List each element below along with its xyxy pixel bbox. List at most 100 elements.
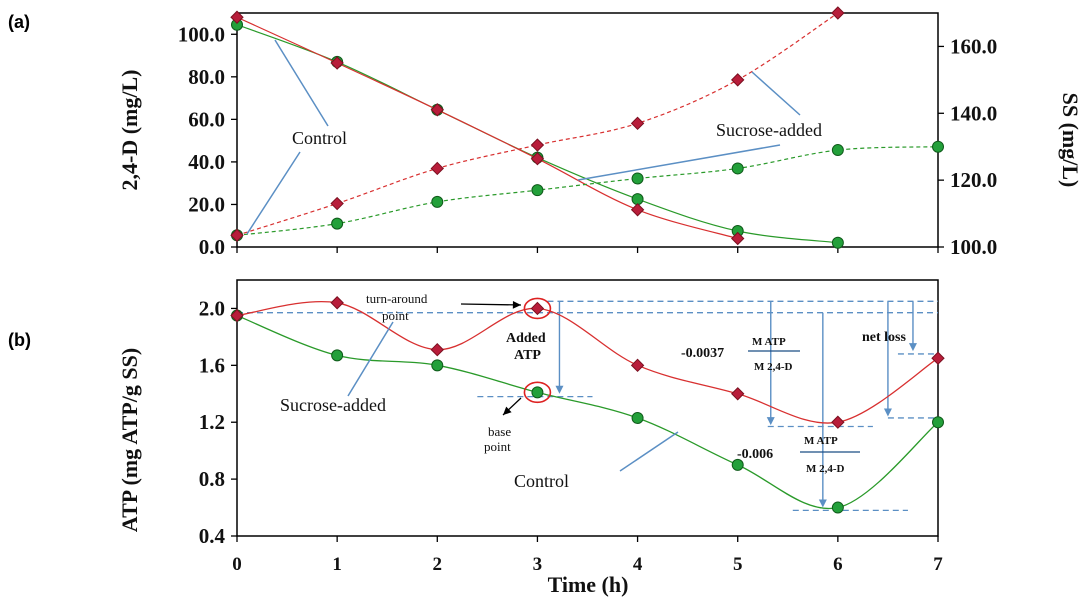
data-point-b-1-1 — [330, 296, 344, 310]
data-point-a-3-3 — [530, 138, 545, 152]
data-point-b-1-5 — [731, 387, 745, 401]
data-point-b-1-4 — [630, 358, 645, 373]
data-point-a-1-2 — [430, 103, 444, 117]
series-line-a-1 — [236, 16, 738, 240]
y-tick-label-b-4: 2.0 — [199, 296, 225, 320]
label-slope-sucrose: -0.0037 — [681, 346, 724, 361]
label-sucrose-b: Sucrose-added — [280, 395, 386, 415]
data-point-a-2-1 — [331, 217, 344, 230]
label-slope-control: -0.006 — [737, 447, 773, 462]
data-point-b-0-7 — [932, 416, 944, 429]
arrow-added-atp-head — [555, 385, 564, 394]
x-tick-label-7: 7 — [933, 554, 943, 575]
y-tick-label-b-2: 1.2 — [199, 410, 225, 434]
highlight-base-point — [523, 381, 552, 404]
pointer-sucrose-2 — [751, 71, 801, 116]
label-turn-around-1: turn-around — [366, 291, 428, 306]
pointer-sucrose-1 — [577, 144, 781, 181]
data-point-a-3-4 — [630, 116, 645, 131]
label-base-point-1: base — [488, 424, 511, 439]
pointer-turn-around — [460, 303, 522, 306]
annotations-b: turn-around point Added ATP base point S… — [280, 291, 907, 491]
data-point-b-0-1 — [331, 349, 344, 362]
data-point-a-2-6 — [831, 144, 844, 157]
label-added-atp-1: Added — [506, 331, 546, 346]
plot-frame-a — [236, 12, 939, 248]
x-tick-label-6: 6 — [833, 554, 843, 575]
y-tick-label-a-4: 80.0 — [188, 65, 225, 89]
data-point-a-0-6 — [831, 236, 844, 249]
y-tick-label-a-3: 60.0 — [188, 107, 225, 131]
x-tick-label-3: 3 — [533, 554, 543, 575]
label-control-b: Control — [514, 471, 569, 491]
data-point-a-3-2 — [430, 161, 444, 176]
label-added-atp-2: ATP — [514, 348, 541, 363]
label-net-loss: net loss — [862, 330, 907, 345]
data-point-a-3-6 — [831, 6, 845, 20]
panel-label-a: (a) — [8, 12, 30, 32]
data-point-a-1-4 — [630, 203, 645, 217]
frac-num-2: M ATP — [804, 435, 838, 447]
data-point-a-2-2 — [431, 195, 444, 208]
data-point-a-1-3 — [530, 152, 545, 166]
pointer-turn-around-head — [512, 300, 521, 309]
y-tick-label-a-0: 0.0 — [199, 235, 225, 259]
data-point-b-0-5 — [731, 458, 744, 471]
x-tick-label-5: 5 — [733, 554, 743, 575]
data-point-a-0-4 — [631, 193, 644, 206]
y2-tick-label-a-2: 140.0 — [950, 101, 997, 125]
y2-tick-label-a-1: 120.0 — [950, 168, 997, 192]
pointer-sucrose-b — [347, 321, 394, 397]
y-tick-label-b-1: 0.8 — [199, 467, 225, 491]
highlight-turn-around — [523, 297, 552, 320]
arrow-net-loss-a-head — [883, 408, 892, 417]
frac-den-2: M 2,4-D — [806, 463, 845, 475]
data-point-b-1-7 — [931, 351, 945, 365]
data-point-b-0-2 — [431, 359, 444, 372]
data-point-a-1-0 — [230, 10, 244, 24]
data-point-a-2-4 — [631, 172, 644, 185]
arrow-control-drop-head — [818, 499, 827, 508]
annotations-a: Control Sucrose-added — [246, 39, 822, 235]
data-point-a-1-1 — [330, 56, 344, 70]
data-point-a-3-5 — [731, 73, 745, 87]
frac-num-1: M ATP — [752, 336, 786, 348]
panel-label-b: (b) — [8, 330, 31, 350]
series-line-a-2 — [236, 146, 939, 236]
data-point-b-1-6 — [831, 415, 845, 429]
data-point-a-2-3 — [531, 184, 544, 197]
data-point-a-2-5 — [731, 162, 744, 175]
data-point-a-3-1 — [330, 196, 344, 211]
data-point-b-0-6 — [831, 501, 844, 514]
label-control-a: Control — [292, 128, 347, 148]
arrow-sucrose-drop-head — [766, 417, 775, 426]
data-point-a-3-0 — [230, 228, 244, 243]
pointer-control-2 — [246, 151, 301, 235]
data-point-b-1-0 — [230, 308, 244, 323]
data-point-b-0-4 — [631, 411, 644, 424]
data-point-a-2-7 — [932, 140, 944, 153]
x-tick-label-1: 1 — [332, 554, 342, 575]
plot-a: 0.0 20.0 40.0 60.0 80.0 100.0 100.0 120.0 140.0 1… — [178, 6, 997, 259]
pointer-control-b — [619, 431, 679, 472]
y-axis-label-b: ATP (mg ATP/g SS) — [117, 348, 142, 532]
y-axis-label-a: 2,4-D (mg/L) — [117, 70, 142, 191]
plot-b: 0.4 0.8 1.2 1.6 2.0 0 1 2 3 4 5 6 7 — [199, 279, 945, 575]
data-point-b-1-3 — [530, 301, 545, 316]
y-tick-label-a-1: 20.0 — [188, 192, 225, 216]
y-tick-label-b-0: 0.4 — [199, 524, 226, 548]
y-tick-label-b-3: 1.6 — [199, 353, 225, 377]
pointer-base-point-head — [503, 406, 512, 415]
data-point-b-0-3 — [531, 386, 544, 399]
label-sucrose-a: Sucrose-added — [716, 120, 822, 140]
x-tick-label-0: 0 — [232, 554, 242, 575]
data-point-a-1-5 — [731, 231, 745, 246]
y-tick-label-a-2: 40.0 — [188, 150, 225, 174]
label-base-point-2: point — [484, 439, 511, 454]
arrow-net-loss-b-head — [908, 343, 917, 352]
y2-tick-label-a-0: 100.0 — [950, 235, 997, 259]
y2-axis-label-a: SS (mg/L) — [1058, 93, 1079, 188]
plot-frame-b — [236, 279, 939, 537]
x-axis-label: Time (h) — [548, 572, 629, 597]
